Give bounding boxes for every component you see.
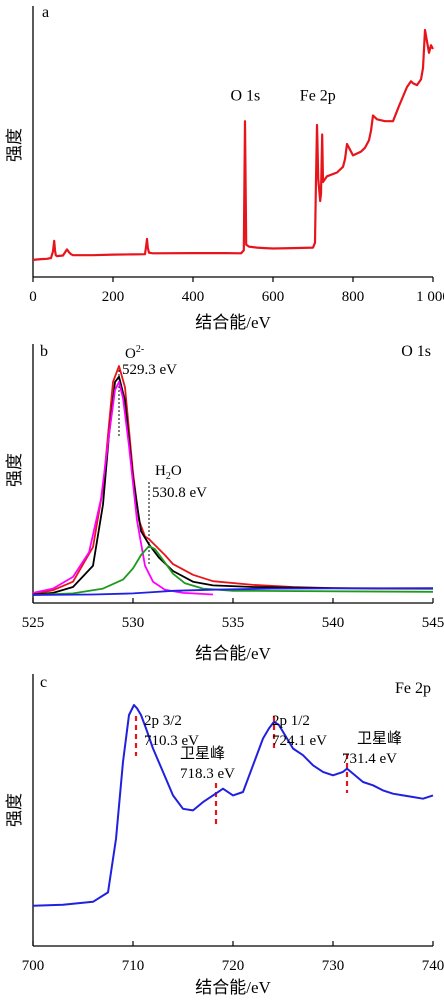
- panel-b-series-2: [32, 381, 214, 596]
- panel-a-xlabel: 结合能/eV: [195, 313, 271, 332]
- panel-b-series-3: [32, 545, 434, 596]
- panel-a-xtick-label: 400: [182, 289, 205, 305]
- panel-b-annotation-o2-energy: 529.3 eV: [122, 362, 177, 378]
- panel-b-xtick-label: 530: [122, 615, 145, 631]
- panel-c-xtick-label: 720: [222, 958, 245, 974]
- panel-b-annotation-h2o-energy: 530.8 eV: [152, 485, 207, 501]
- panel-b-peak-guides: [118, 370, 150, 566]
- panel-c-xlabel: 结合能/eV: [195, 978, 271, 997]
- peak-label-2p12: 2p 1/2: [272, 713, 310, 729]
- panel-a-annotation-fe2p: Fe 2p: [300, 87, 336, 104]
- panel-b-title: O 1s: [401, 343, 431, 360]
- panel-a-series-0: [32, 28, 434, 261]
- panel-c-ticks: 700 710 720 730 740: [22, 941, 444, 974]
- panel-b-xtick-label: 525: [22, 615, 45, 631]
- peak-energy-satellite-2: 731.4 eV: [342, 751, 397, 767]
- panel-a-annotation-o1s: O 1s: [231, 87, 261, 104]
- peak-label-satellite-1: 卫星峰: [180, 745, 225, 762]
- panel-b-ylabel: 强度: [5, 453, 24, 487]
- panel-c-series-0: [32, 704, 434, 907]
- panel-b-xlabel: 结合能/eV: [195, 644, 271, 663]
- peak-label-satellite-2: 卫星峰: [357, 730, 402, 747]
- panel-b-xtick-label: 540: [322, 615, 345, 631]
- panel-a-xtick-label: 1 000: [416, 289, 444, 305]
- panel-c-xtick-label: 740: [422, 958, 444, 974]
- panel-a-xtick-label: 800: [342, 289, 365, 305]
- panel-a-label: a: [42, 4, 49, 21]
- peak-energy-2p12: 724.1 eV: [272, 733, 327, 749]
- peak-energy-2p32: 710.3 eV: [144, 733, 199, 749]
- panel-c: c Fe 2p 强度 结合能/eV 700 710 720 730 740 2p 3/2…: [5, 674, 444, 997]
- panel-a: a 强度 结合能/eV 0 200 400 600 800 1 000 O 1s Fe 2…: [5, 4, 444, 332]
- panel-c-series: [32, 704, 434, 907]
- panel-b-series-1: [32, 375, 434, 596]
- panel-b-series-4: [32, 587, 434, 596]
- panel-b-xtick-label: 535: [222, 615, 245, 631]
- panel-c-xtick-label: 710: [122, 958, 145, 974]
- panel-a-xtick-label: 0: [29, 289, 37, 305]
- panel-b-series: [32, 365, 434, 596]
- panel-a-xtick-label: 600: [262, 289, 285, 305]
- panel-c-ylabel: 强度: [5, 793, 24, 827]
- panel-c-peak-guides: [134, 716, 349, 828]
- panel-a-ticks: 0 200 400 600 800 1 000: [29, 277, 444, 305]
- panel-a-ylabel: 强度: [5, 128, 24, 162]
- panel-b-annotation-h2o-label: H2O: [155, 463, 182, 482]
- panel-a-xtick-label: 200: [102, 289, 125, 305]
- peak-label-2p32: 2p 3/2: [144, 713, 182, 729]
- panel-b: b O 1s 强度 结合能/eV 525 530 535 540 545 O2- 529…: [5, 343, 444, 663]
- panel-c-xtick-label: 700: [22, 958, 45, 974]
- panel-b-xtick-label: 545: [422, 615, 444, 631]
- panel-c-label: c: [40, 674, 47, 691]
- panel-a-series: [32, 28, 434, 261]
- peak-energy-satellite-1: 718.3 eV: [180, 766, 235, 782]
- panel-c-annotations: 2p 3/2 710.3 eV 卫星峰 718.3 eV 2p 1/2 724.…: [144, 713, 402, 782]
- panel-c-title: Fe 2p: [395, 680, 431, 697]
- panel-b-label: b: [40, 343, 48, 360]
- panel-c-xtick-label: 730: [322, 958, 345, 974]
- panel-b-annotation-o2-label: O2-: [125, 344, 144, 362]
- panel-b-series-0: [32, 365, 433, 595]
- panel-b-ticks: 525 530 535 540 545: [22, 598, 444, 631]
